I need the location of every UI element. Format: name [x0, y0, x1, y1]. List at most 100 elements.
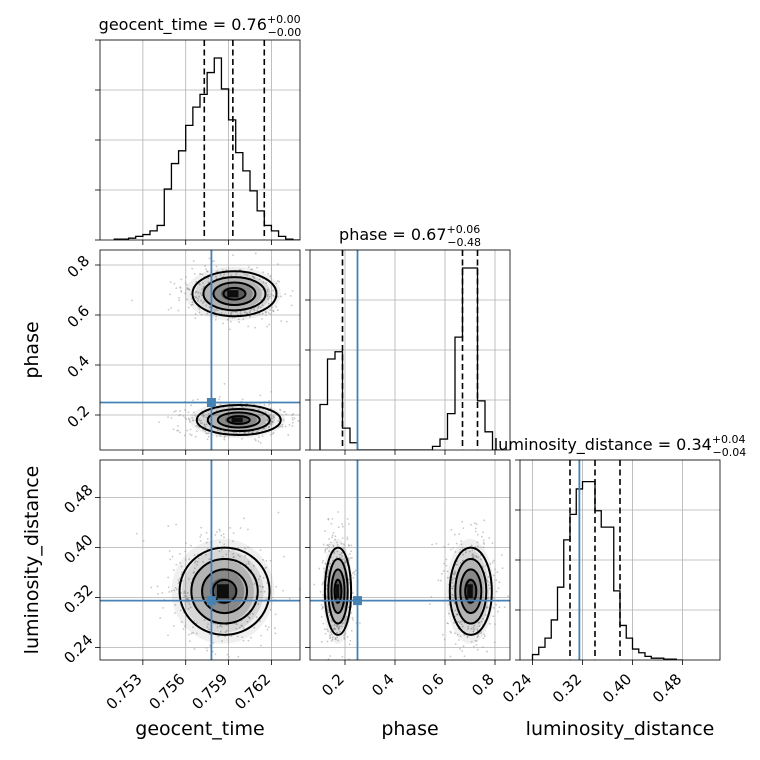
sample-point: [350, 612, 353, 614]
sample-point: [214, 275, 217, 278]
sample-point: [189, 420, 191, 423]
sample-point: [330, 633, 333, 636]
sample-point: [248, 562, 250, 565]
sample-point: [269, 433, 272, 436]
sample-point: [199, 422, 202, 425]
panel-content: [135, 511, 310, 663]
sample-point: [283, 410, 286, 413]
sample-point: [487, 584, 490, 587]
sample-point: [493, 574, 495, 577]
x-tick-label-phase: 0.8: [468, 670, 498, 700]
x-tick-label-luminosity_distance: 0.24: [499, 670, 535, 706]
sample-point: [322, 543, 325, 546]
sample-point: [194, 317, 197, 320]
sample-point: [330, 640, 333, 642]
sample-point: [346, 636, 349, 638]
sample-point: [441, 633, 444, 636]
panel-frame: [99, 459, 301, 661]
sample-point: [246, 274, 249, 277]
sample-point: [297, 420, 300, 422]
sample-point: [241, 636, 244, 639]
sample-point: [216, 531, 218, 534]
sample-point: [203, 423, 206, 426]
sample-point: [328, 550, 331, 553]
sample-point: [158, 421, 160, 424]
sample-point: [266, 417, 269, 420]
sample-point: [280, 295, 282, 298]
sample-point: [459, 620, 462, 623]
sample-point: [215, 409, 218, 412]
sample-point: [327, 544, 329, 547]
sample-point: [470, 523, 472, 526]
sample-point: [443, 562, 445, 565]
sample-point: [259, 585, 262, 587]
contour-line: [464, 578, 478, 604]
sample-point: [345, 617, 348, 620]
sample-point: [274, 632, 277, 635]
sample-point: [459, 548, 462, 551]
sample-point: [173, 589, 176, 592]
sample-point: [207, 432, 210, 435]
sample-point: [264, 625, 267, 628]
sample-point: [514, 650, 516, 652]
sample-point: [237, 554, 240, 556]
sample-point: [223, 438, 226, 441]
sample-point: [322, 622, 325, 625]
sample-point: [476, 541, 479, 544]
sample-point: [202, 282, 204, 284]
sample-point: [159, 617, 162, 619]
sample-point: [213, 260, 215, 263]
sample-point: [284, 293, 287, 296]
sample-point: [175, 287, 178, 290]
sample-point: [488, 537, 491, 539]
sample-point: [461, 650, 463, 652]
sample-point: [497, 610, 499, 613]
y-axis-label-luminosity_distance: luminosity_distance: [21, 466, 43, 655]
contour-line: [448, 546, 493, 636]
sample-point: [184, 559, 187, 561]
sample-point: [334, 535, 337, 538]
sample-point: [179, 287, 182, 289]
sample-point: [331, 536, 333, 539]
sample-point: [177, 579, 180, 581]
sample-point: [288, 424, 291, 426]
sample-point: [209, 644, 211, 647]
sample-point: [462, 553, 465, 556]
injection-marker: [206, 596, 216, 606]
sample-point: [291, 418, 294, 421]
sample-point: [199, 540, 202, 542]
sample-point: [271, 432, 274, 435]
sample-point: [187, 417, 190, 420]
sample-point: [328, 543, 331, 546]
sample-point: [161, 592, 164, 594]
sample-point: [203, 285, 206, 288]
sample-point: [482, 637, 485, 640]
sample-point: [335, 631, 338, 634]
sample-point: [241, 398, 244, 401]
sample-point: [451, 594, 453, 596]
sample-point: [251, 661, 253, 663]
sample-point: [308, 602, 310, 604]
sample-point: [435, 542, 438, 545]
sample-point: [486, 605, 488, 608]
sample-point: [228, 406, 231, 408]
sample-point: [196, 563, 198, 566]
sample-point: [201, 288, 203, 291]
sample-point: [324, 632, 327, 635]
y-tick-label-phase: 0.2: [64, 402, 94, 432]
sample-point: [194, 414, 197, 417]
sample-point: [234, 311, 237, 313]
sample-point: [214, 653, 217, 656]
sample-point: [180, 621, 183, 623]
y-tick-label-luminosity_distance: 0.24: [60, 631, 96, 667]
sample-point: [481, 646, 484, 648]
sample-point: [343, 543, 345, 546]
sample-point: [450, 528, 453, 531]
sample-point: [324, 548, 327, 550]
contour-line: [190, 558, 259, 625]
sample-point: [170, 307, 173, 309]
sample-point: [223, 382, 226, 385]
sample-point: [171, 555, 174, 558]
sample-point: [270, 390, 273, 393]
sample-point: [194, 313, 197, 315]
